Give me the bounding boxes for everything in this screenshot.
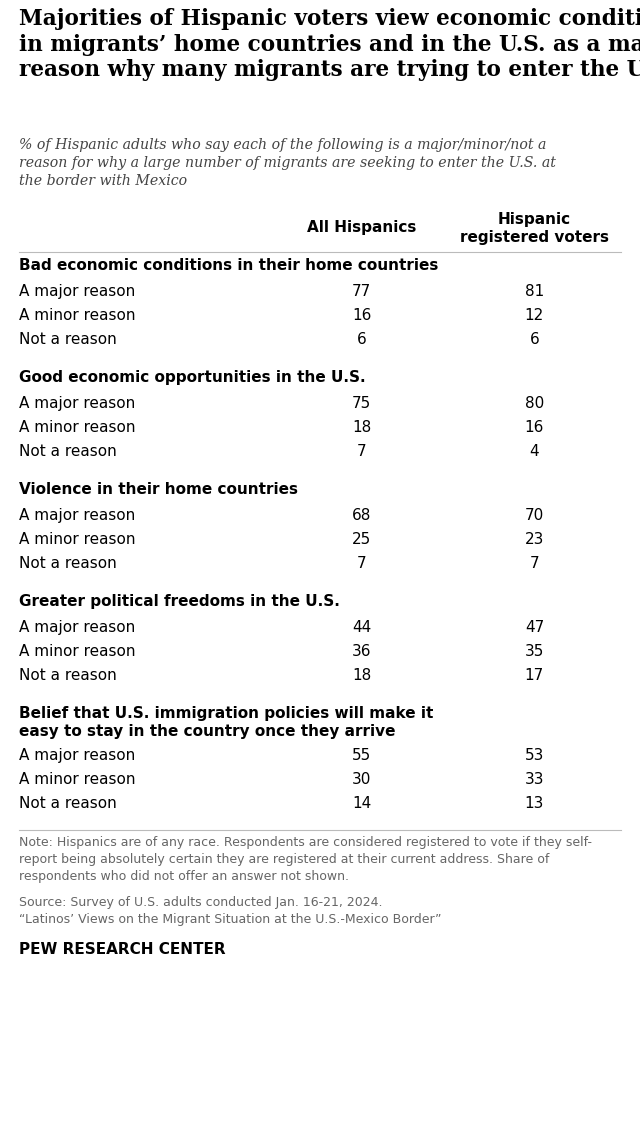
Text: 47: 47 [525,620,544,635]
Text: 70: 70 [525,508,544,523]
Text: 13: 13 [525,796,544,812]
Text: 18: 18 [352,668,371,683]
Text: Good economic opportunities in the U.S.: Good economic opportunities in the U.S. [19,370,366,386]
Text: 25: 25 [352,532,371,547]
Text: A major reason: A major reason [19,396,136,411]
Text: Note: Hispanics are of any race. Respondents are considered registered to vote i: Note: Hispanics are of any race. Respond… [19,836,592,882]
Text: Not a reason: Not a reason [19,332,117,347]
Text: 14: 14 [352,796,371,812]
Text: 80: 80 [525,396,544,411]
Text: 35: 35 [525,644,544,659]
Text: 75: 75 [352,396,371,411]
Text: 7: 7 [356,556,367,571]
Text: All Hispanics: All Hispanics [307,220,416,235]
Text: A major reason: A major reason [19,620,136,635]
Text: Bad economic conditions in their home countries: Bad economic conditions in their home co… [19,259,438,273]
Text: 6: 6 [356,332,367,347]
Text: Majorities of Hispanic voters view economic conditions
in migrants’ home countri: Majorities of Hispanic voters view econo… [19,8,640,81]
Text: A minor reason: A minor reason [19,644,136,659]
Text: Greater political freedoms in the U.S.: Greater political freedoms in the U.S. [19,593,340,609]
Text: 55: 55 [352,747,371,763]
Text: A major reason: A major reason [19,508,136,523]
Text: 6: 6 [529,332,540,347]
Text: Violence in their home countries: Violence in their home countries [19,482,298,497]
Text: 44: 44 [352,620,371,635]
Text: PEW RESEARCH CENTER: PEW RESEARCH CENTER [19,942,226,957]
Text: A major reason: A major reason [19,284,136,299]
Text: Not a reason: Not a reason [19,444,117,459]
Text: 53: 53 [525,747,544,763]
Text: 4: 4 [529,444,540,459]
Text: 7: 7 [529,556,540,571]
Text: Hispanic
registered voters: Hispanic registered voters [460,212,609,245]
Text: A minor reason: A minor reason [19,420,136,435]
Text: A minor reason: A minor reason [19,772,136,787]
Text: 68: 68 [352,508,371,523]
Text: A minor reason: A minor reason [19,308,136,323]
Text: 7: 7 [356,444,367,459]
Text: 81: 81 [525,284,544,299]
Text: 33: 33 [525,772,544,787]
Text: 23: 23 [525,532,544,547]
Text: Not a reason: Not a reason [19,668,117,683]
Text: 17: 17 [525,668,544,683]
Text: 16: 16 [352,308,371,323]
Text: 18: 18 [352,420,371,435]
Text: Source: Survey of U.S. adults conducted Jan. 16-21, 2024.
“Latinos’ Views on the: Source: Survey of U.S. adults conducted … [19,896,442,926]
Text: A major reason: A major reason [19,747,136,763]
Text: 30: 30 [352,772,371,787]
Text: Belief that U.S. immigration policies will make it
easy to stay in the country o: Belief that U.S. immigration policies wi… [19,706,433,738]
Text: 77: 77 [352,284,371,299]
Text: Not a reason: Not a reason [19,556,117,571]
Text: % of Hispanic adults who say each of the following is a major/minor/not a
reason: % of Hispanic adults who say each of the… [19,138,556,188]
Text: 12: 12 [525,308,544,323]
Text: A minor reason: A minor reason [19,532,136,547]
Text: 36: 36 [352,644,371,659]
Text: Not a reason: Not a reason [19,796,117,812]
Text: 16: 16 [525,420,544,435]
